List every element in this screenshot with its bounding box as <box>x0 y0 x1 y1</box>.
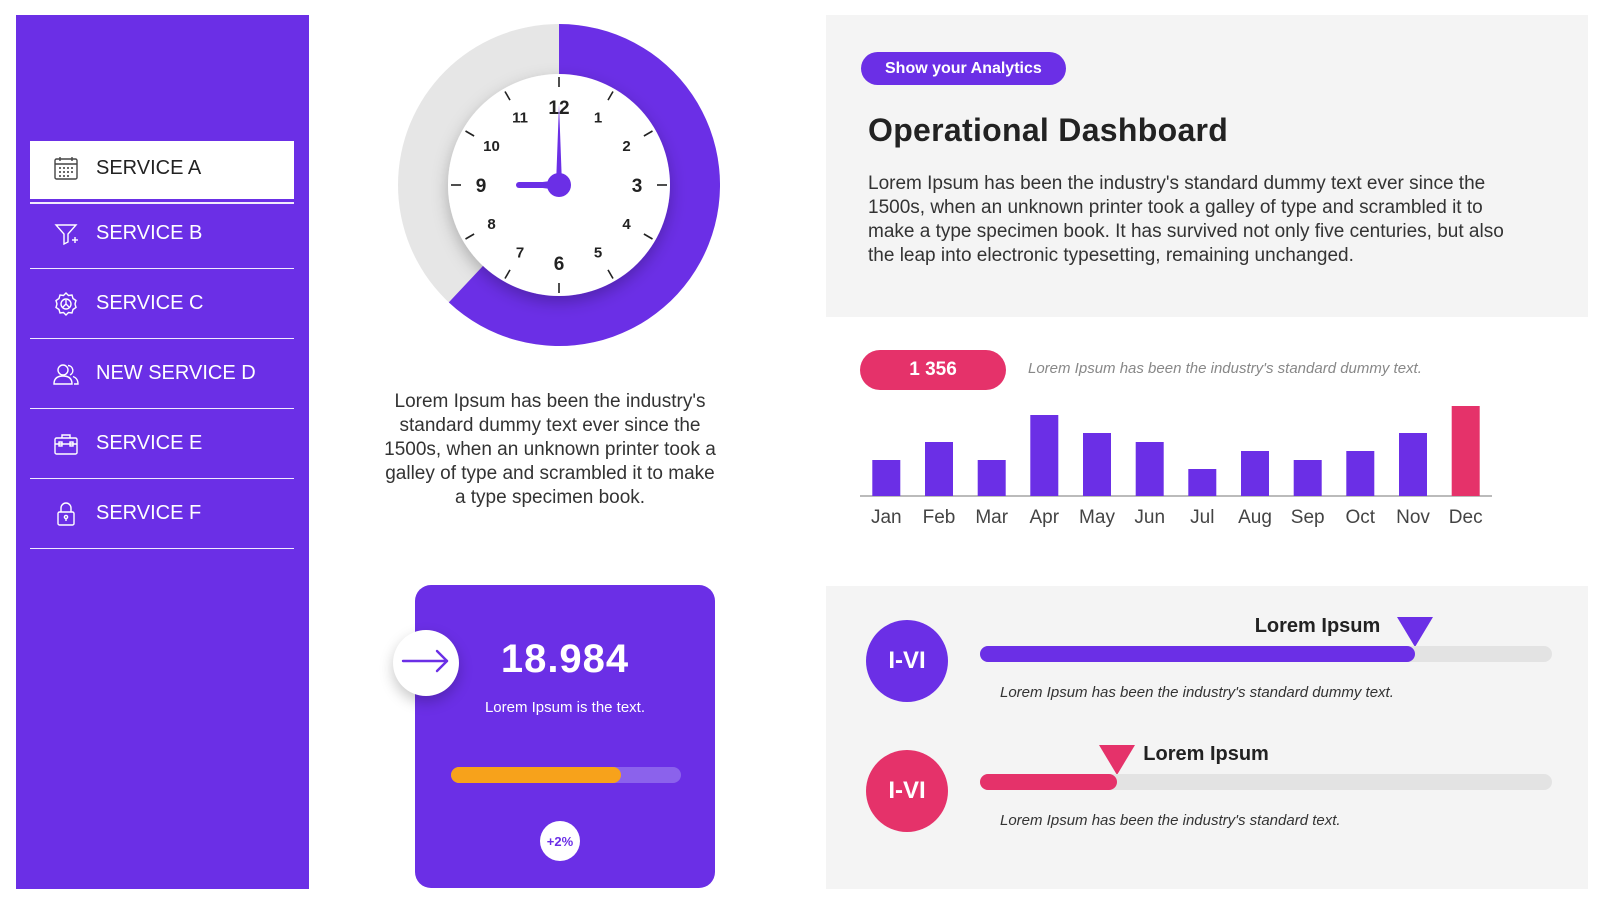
clock-number: 8 <box>487 216 495 233</box>
next-arrow-button[interactable] <box>393 630 459 696</box>
chart-tick-label: Sep <box>1291 507 1325 528</box>
chart-tick-label: Nov <box>1396 507 1430 528</box>
progress-panel: I-VI Lorem Ipsum Lorem Ipsum has been th… <box>826 586 1588 889</box>
sidebar-item-label: SERVICE A <box>96 156 202 179</box>
clock-tick <box>504 269 511 279</box>
chart-tick-label: Oct <box>1346 507 1376 528</box>
sidebar-item-service-e[interactable]: SERVICE E <box>30 409 294 479</box>
chart-tick-label: Feb <box>923 507 956 528</box>
page-title: Operational Dashboard <box>868 112 1229 148</box>
stat-progress-track <box>451 767 681 783</box>
stat-card: 18.984 Lorem Ipsum is the text. +2% <box>415 585 715 888</box>
clock-tick <box>607 269 614 279</box>
row-label: Lorem Ipsum <box>1254 615 1381 637</box>
stat-value: 18.984 <box>500 637 630 681</box>
progress-row: I-VI Lorem Ipsum Lorem Ipsum has been th… <box>826 716 1588 836</box>
chart-bar-may <box>1083 433 1111 496</box>
chart-bar-jul <box>1188 469 1217 496</box>
sidebar-item-new-service-d[interactable]: NEW SERVICE D <box>30 339 294 409</box>
clock-number: 5 <box>594 245 602 262</box>
stat-progress-fill <box>451 767 622 783</box>
sidebar-item-label: SERVICE E <box>96 432 203 454</box>
row-note: Lorem Ipsum has been the industry's stan… <box>1000 812 1341 829</box>
clock-caption: Lorem Ipsum has been the industry's stan… <box>384 391 716 508</box>
row-progress-fill <box>980 774 1118 790</box>
row-marker <box>1396 617 1433 647</box>
row-marker <box>1099 745 1136 775</box>
chart-bar-sep <box>1293 460 1322 496</box>
sidebar-item-label: SERVICE B <box>96 222 203 244</box>
clock-number: 11 <box>512 110 528 127</box>
row-badge: I-VI <box>866 620 948 702</box>
clock-number: 9 <box>476 176 487 197</box>
sidebar-item-service-b[interactable]: SERVICE B <box>30 199 294 269</box>
chart-bar-jun <box>1135 442 1164 496</box>
sidebar-item-label: NEW SERVICE D <box>96 362 256 384</box>
gear-icon <box>52 290 80 318</box>
toolbox-icon <box>52 430 80 458</box>
count-note: Lorem Ipsum has been the industry's stan… <box>1028 360 1422 377</box>
clock-number: 1 <box>594 110 602 127</box>
chart-bar-aug <box>1241 451 1269 496</box>
chart-tick-label: Jun <box>1134 507 1165 528</box>
clock-center <box>547 173 571 197</box>
chart-bar-mar <box>977 460 1006 496</box>
header-description: Lorem Ipsum has been the industry's stan… <box>868 173 1504 266</box>
chart-tick-label: Dec <box>1449 507 1483 528</box>
sidebar-item-service-c[interactable]: SERVICE C <box>30 269 294 339</box>
lock-icon <box>52 500 80 528</box>
stat-change-badge: +2% <box>540 821 580 861</box>
users-icon <box>52 360 80 388</box>
chart-tick-label: Mar <box>975 507 1008 528</box>
chart-tick-label: Aug <box>1238 507 1272 528</box>
row-progress-fill <box>980 646 1415 662</box>
row-label: Lorem Ipsum <box>1143 743 1269 765</box>
calendar-icon <box>52 154 80 182</box>
clock-widget: 121234567891011 <box>398 24 721 346</box>
clock-tick <box>643 233 653 240</box>
clock-tick <box>465 130 475 137</box>
analytics-pill-button[interactable]: Show your Analytics <box>861 52 1066 85</box>
chart-bar-jan <box>872 460 901 496</box>
chart-bar-apr <box>1030 415 1059 496</box>
bar-chart: Jan Feb Mar Apr May Jun Jul Aug Sep Oct Nov Dec <box>860 406 1492 528</box>
sidebar: SERVICE A SERVICE B SERVICE C NEW SERVIC… <box>16 15 309 889</box>
clock-number: 10 <box>483 138 500 155</box>
clock-number: 2 <box>622 138 630 155</box>
clock-tick <box>607 91 614 101</box>
progress-row: I-VI Lorem Ipsum Lorem Ipsum has been th… <box>826 586 1588 706</box>
row-progress-track <box>980 774 1552 790</box>
clock-number: 7 <box>516 245 524 262</box>
header-panel: Show your Analytics Operational Dashboar… <box>826 15 1588 317</box>
clock-number: 6 <box>554 254 565 275</box>
chart-bar-oct <box>1346 451 1375 496</box>
sidebar-nav: SERVICE A SERVICE B SERVICE C NEW SERVIC… <box>30 127 294 549</box>
row-badge: I-VI <box>866 750 948 832</box>
chart-tick-label: Jan <box>871 507 902 528</box>
clock-tick <box>643 130 653 137</box>
row-progress-track <box>980 646 1552 662</box>
clock-minute-hand <box>556 104 562 185</box>
clock-tick <box>504 91 511 101</box>
funnel-icon <box>52 220 80 248</box>
chart-tick-label: May <box>1079 507 1115 528</box>
clock-graphic: 121234567891011 <box>398 24 721 346</box>
row-note: Lorem Ipsum has been the industry's stan… <box>1000 684 1394 701</box>
chart-bar-feb <box>925 442 953 496</box>
clock-tick <box>465 233 475 240</box>
count-badge: 1 356 <box>860 350 1006 390</box>
clock-number: 3 <box>632 176 643 197</box>
chart-tick-label: Apr <box>1030 507 1060 528</box>
chart-bar-nov <box>1399 433 1427 496</box>
clock-number: 4 <box>622 216 631 233</box>
arrow-right-icon <box>401 649 451 678</box>
sidebar-item-label: SERVICE C <box>96 292 204 314</box>
sidebar-item-label: SERVICE F <box>96 502 202 524</box>
chart-bar-dec <box>1451 406 1480 496</box>
chart-tick-label: Jul <box>1190 507 1214 528</box>
sidebar-item-service-a[interactable]: SERVICE A <box>30 141 294 199</box>
stat-label: Lorem Ipsum is the text. <box>484 699 646 716</box>
sidebar-item-service-f[interactable]: SERVICE F <box>30 479 294 549</box>
